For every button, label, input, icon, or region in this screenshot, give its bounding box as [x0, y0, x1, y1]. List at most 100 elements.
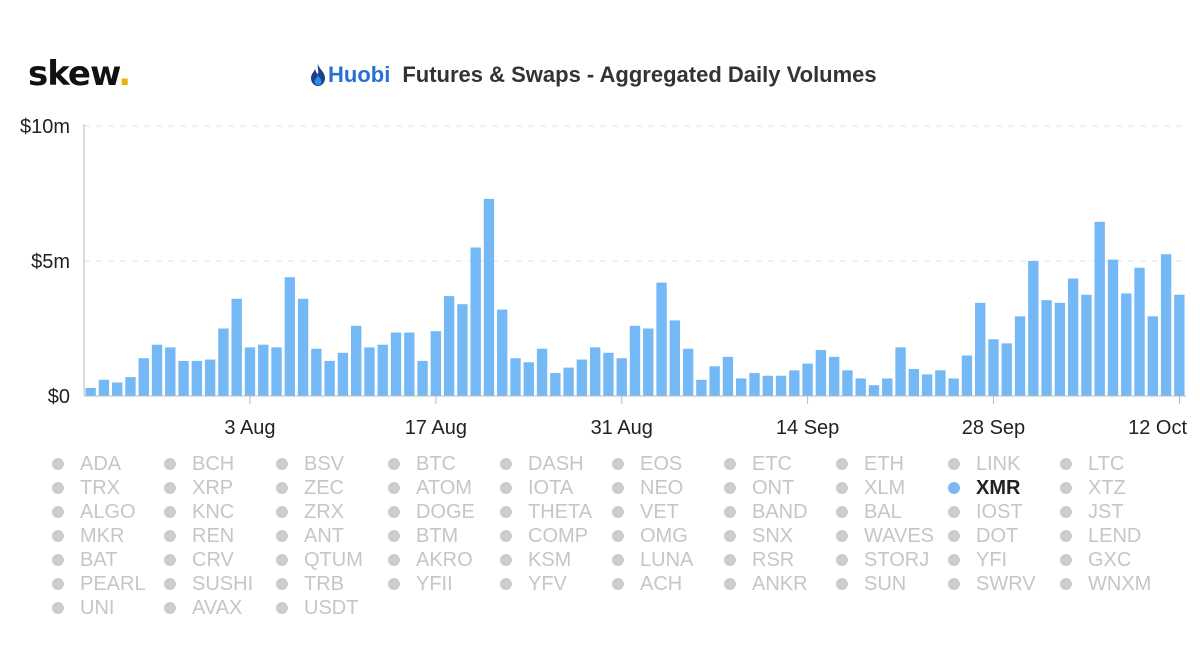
legend-label: YFV [528, 572, 567, 595]
bar [98, 379, 110, 396]
legend-swatch [164, 554, 176, 566]
legend-item-bal[interactable]: BAL [836, 500, 902, 524]
legend-item-xlm[interactable]: XLM [836, 476, 905, 500]
bar [470, 247, 481, 396]
legend-item-swrv[interactable]: SWRV [948, 572, 1036, 596]
legend-item-zec[interactable]: ZEC [276, 476, 344, 500]
legend-item-eos[interactable]: EOS [612, 452, 682, 476]
y-tick-label: $5m [31, 251, 70, 273]
legend-item-zrx[interactable]: ZRX [276, 500, 344, 524]
legend-item-storj[interactable]: STORJ [836, 548, 929, 572]
legend-swatch [52, 554, 64, 566]
legend-item-dot[interactable]: DOT [948, 524, 1018, 548]
legend-item-bch[interactable]: BCH [164, 452, 234, 476]
legend-label: QTUM [304, 548, 363, 571]
legend-item-avax[interactable]: AVAX [164, 596, 242, 620]
legend-label: DASH [528, 452, 584, 475]
legend-item-sushi[interactable]: SUSHI [164, 572, 253, 596]
legend-item-ksm[interactable]: KSM [500, 548, 571, 572]
legend-swatch [388, 530, 400, 542]
legend-item-ankr[interactable]: ANKR [724, 572, 808, 596]
legend-item-ren[interactable]: REN [164, 524, 234, 548]
legend-item-qtum[interactable]: QTUM [276, 548, 363, 572]
legend-item-ada[interactable]: ADA [52, 452, 121, 476]
y-tick-label: $10m [20, 116, 70, 138]
legend-item-jst[interactable]: JST [1060, 500, 1124, 524]
legend-item-akro[interactable]: AKRO [388, 548, 473, 572]
legend-label: XRP [192, 476, 234, 499]
legend-item-vet[interactable]: VET [612, 500, 679, 524]
legend-item-wnxm[interactable]: WNXM [1060, 572, 1151, 596]
bar [895, 347, 906, 396]
legend-item-yfv[interactable]: YFV [500, 572, 567, 596]
legend-item-luna[interactable]: LUNA [612, 548, 693, 572]
legend-item-atom[interactable]: ATOM [388, 476, 472, 500]
legend-label: SUN [864, 572, 907, 595]
legend-item-bat[interactable]: BAT [52, 548, 117, 572]
legend-item-mkr[interactable]: MKR [52, 524, 124, 548]
legend-item-trx[interactable]: TRX [52, 476, 120, 500]
legend-swatch [1060, 578, 1072, 590]
legend-item-doge[interactable]: DOGE [388, 500, 475, 524]
legend-item-trb[interactable]: TRB [276, 572, 344, 596]
legend-item-neo[interactable]: NEO [612, 476, 683, 500]
legend-item-bsv[interactable]: BSV [276, 452, 344, 476]
legend-label: SUSHI [192, 572, 254, 595]
bar [364, 347, 375, 396]
legend-swatch [1060, 530, 1072, 542]
legend-label: REN [192, 524, 235, 547]
legend-item-ant[interactable]: ANT [276, 524, 344, 548]
bar [589, 347, 601, 396]
bar [244, 347, 256, 396]
legend-swatch [52, 458, 64, 470]
legend-item-xmr[interactable]: XMR [948, 476, 1020, 500]
bar [404, 332, 415, 396]
legend-item-rsr[interactable]: RSR [724, 548, 794, 572]
legend-item-xtz[interactable]: XTZ [1060, 476, 1126, 500]
legend-item-waves[interactable]: WAVES [836, 524, 934, 548]
legend-item-comp[interactable]: COMP [500, 524, 588, 548]
legend-item-pearl[interactable]: PEARL [52, 572, 146, 596]
legend-item-dash[interactable]: DASH [500, 452, 584, 476]
legend-item-btc[interactable]: BTC [388, 452, 456, 476]
legend-swatch [612, 482, 624, 494]
legend-item-ach[interactable]: ACH [612, 572, 682, 596]
legend-item-ont[interactable]: ONT [724, 476, 794, 500]
legend-swatch [724, 554, 736, 566]
legend-swatch [500, 506, 512, 518]
legend-swatch [836, 554, 848, 566]
legend-label: THETA [528, 500, 593, 523]
bar [125, 377, 136, 396]
legend-swatch [724, 482, 736, 494]
bar [1041, 300, 1052, 396]
legend-item-gxc[interactable]: GXC [1060, 548, 1131, 572]
legend-item-etc[interactable]: ETC [724, 452, 792, 476]
legend-item-snx[interactable]: SNX [724, 524, 793, 548]
legend-item-btm[interactable]: BTM [388, 524, 458, 548]
legend-item-knc[interactable]: KNC [164, 500, 234, 524]
legend-label: XMR [976, 476, 1021, 499]
legend-item-algo[interactable]: ALGO [52, 500, 136, 524]
legend-item-omg[interactable]: OMG [612, 524, 688, 548]
legend-item-yfi[interactable]: YFI [948, 548, 1007, 572]
legend-item-xrp[interactable]: XRP [164, 476, 233, 500]
legend-item-eth[interactable]: ETH [836, 452, 904, 476]
legend-item-theta[interactable]: THETA [500, 500, 592, 524]
legend-item-crv[interactable]: CRV [164, 548, 234, 572]
bar [1160, 254, 1172, 396]
legend-item-ltc[interactable]: LTC [1060, 452, 1124, 476]
flame-icon [311, 64, 325, 86]
bar [762, 375, 773, 396]
legend-item-sun[interactable]: SUN [836, 572, 906, 596]
legend-item-lend[interactable]: LEND [1060, 524, 1141, 548]
legend-item-link[interactable]: LINK [948, 452, 1020, 476]
legend-item-iost[interactable]: IOST [948, 500, 1023, 524]
bar [165, 347, 176, 396]
legend-item-iota[interactable]: IOTA [500, 476, 573, 500]
legend-swatch [612, 530, 624, 542]
legend-item-usdt[interactable]: USDT [276, 596, 358, 620]
legend-item-yfii[interactable]: YFII [388, 572, 453, 596]
legend-item-band[interactable]: BAND [724, 500, 808, 524]
legend-item-uni[interactable]: UNI [52, 596, 114, 620]
legend-label: YFII [416, 572, 453, 595]
